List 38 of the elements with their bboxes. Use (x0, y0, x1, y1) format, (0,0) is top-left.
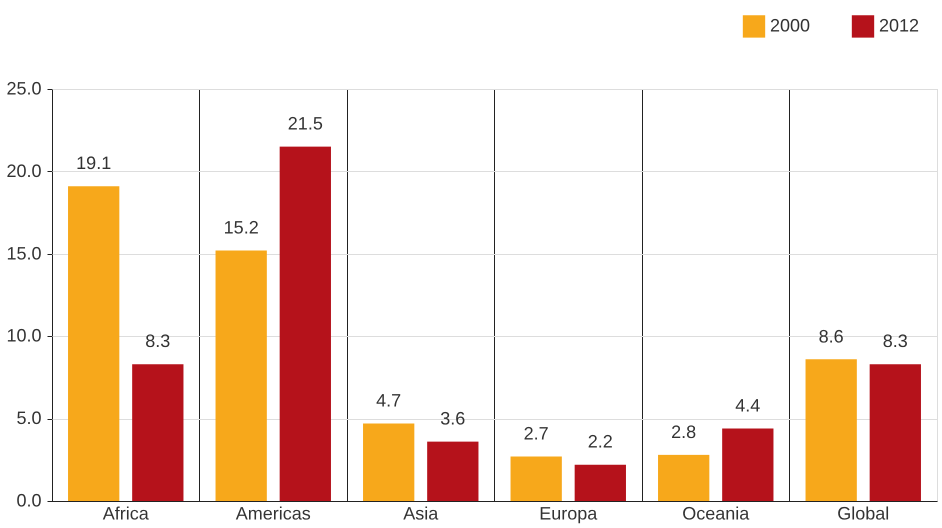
data-label: 2.8 (671, 422, 696, 442)
data-label: 2.7 (524, 424, 549, 444)
data-label: 4.7 (376, 390, 402, 411)
x-tick-label: Asia (403, 504, 440, 524)
y-tick-label: 25.0 (6, 78, 42, 98)
x-tick-label: Oceania (682, 504, 750, 524)
data-label: 19.1 (76, 153, 112, 174)
bar (658, 454, 710, 501)
bar (510, 456, 562, 501)
bar (68, 186, 120, 501)
data-label: 8.3 (145, 331, 170, 352)
bar (870, 364, 921, 501)
data-label: 8.6 (818, 326, 844, 346)
legend-label: 2000 (770, 15, 810, 36)
bar (722, 428, 774, 501)
y-tick-label: 15.0 (6, 243, 42, 264)
bar (427, 442, 478, 501)
bar (216, 250, 267, 501)
data-label: 21.5 (288, 114, 323, 134)
bar (363, 424, 414, 501)
data-label: 8.3 (882, 331, 908, 352)
data-label: 2.2 (588, 432, 613, 452)
bar (132, 364, 184, 501)
bar (806, 359, 857, 501)
data-label: 3.6 (440, 408, 466, 429)
bar (280, 146, 331, 501)
y-tick-label: 20.0 (6, 160, 42, 181)
bar (574, 464, 626, 501)
legend-label: 2012 (879, 15, 920, 36)
x-tick-label: Global (837, 504, 890, 524)
data-label: 4.4 (735, 395, 760, 416)
x-tick-label: Americas (236, 504, 311, 524)
y-tick-label: 0.0 (16, 490, 42, 510)
x-tick-label: Africa (102, 504, 150, 524)
x-tick-label: Europa (539, 504, 598, 524)
data-label: 15.2 (224, 218, 259, 238)
y-tick-label: 5.0 (16, 408, 42, 428)
y-tick-label: 10.0 (6, 326, 42, 346)
